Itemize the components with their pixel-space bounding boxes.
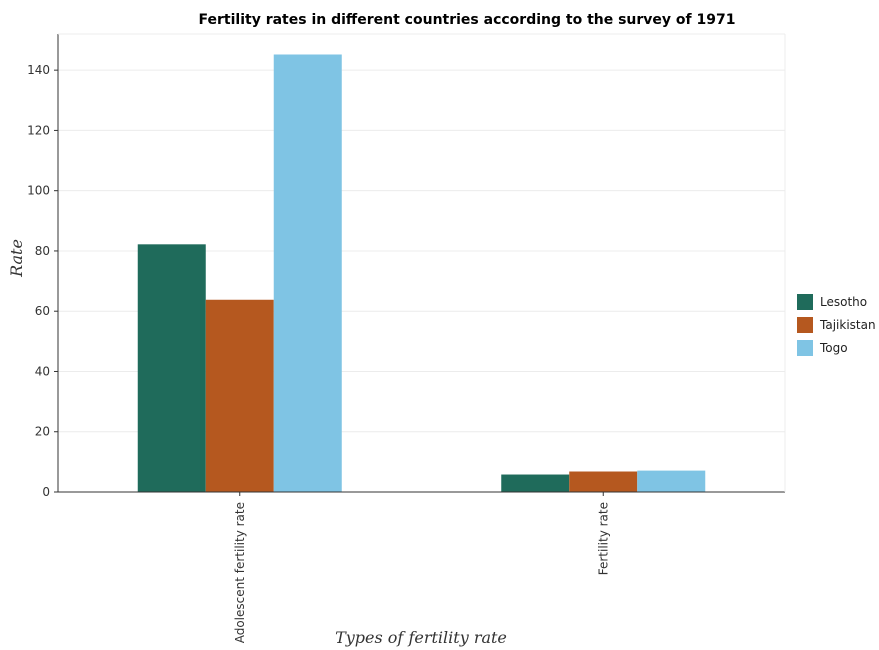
bar-togo [637,470,706,492]
y-tick-label: 60 [35,304,50,318]
legend-swatch [797,294,813,310]
bar-tajikistan [205,299,274,492]
y-tick-label: 140 [27,63,50,77]
legend-swatch [797,317,813,333]
x-axis-label: Types of fertility rate [335,628,507,647]
bar-lesotho [137,244,206,492]
x-tick-label: Adolescent fertility rate [233,502,247,643]
bar-togo [273,54,342,493]
y-tick-label: 40 [35,364,50,378]
legend: Lesotho Tajikistan Togo [797,294,876,356]
legend-label: Togo [819,341,848,355]
y-axis-label: Rate [7,239,26,278]
x-tick-label: Fertility rate [596,502,610,575]
x-tick-labels: Adolescent fertility rate Fertility rate [233,492,610,643]
legend-label: Lesotho [820,295,867,309]
legend-label: Tajikistan [819,318,876,332]
bar-lesotho [501,474,570,492]
legend-swatch [797,340,813,356]
y-tick-label: 80 [35,244,50,258]
y-tick-labels: 0 20 40 60 80 100 120 140 [27,63,58,499]
bars [137,54,706,493]
y-tick-label: 0 [42,485,50,499]
y-tick-label: 100 [27,184,50,198]
bar-tajikistan [569,471,638,492]
y-tick-label: 20 [35,425,50,439]
chart-title: Fertility rates in different countries a… [199,12,736,28]
y-tick-label: 120 [27,123,50,137]
axes [57,33,786,493]
